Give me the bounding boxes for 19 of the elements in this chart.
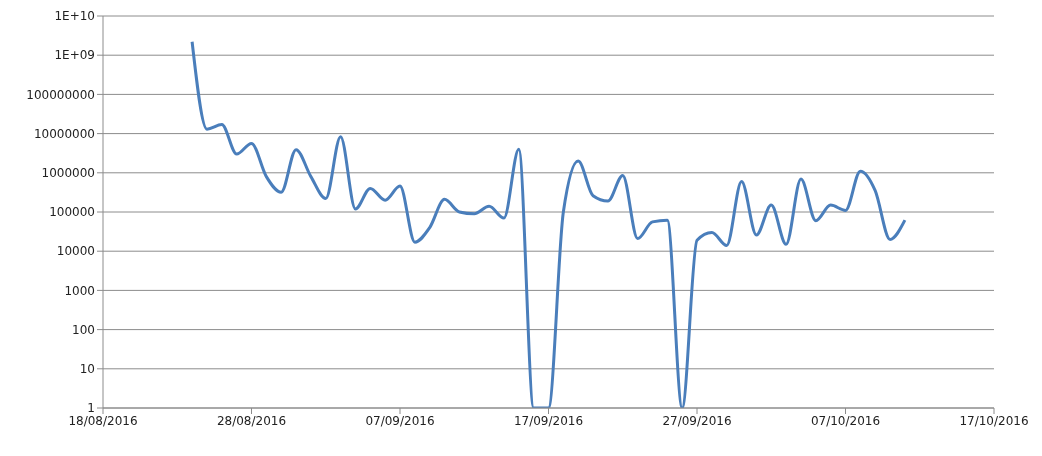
y-tick-label: 10000000 (33, 126, 95, 141)
y-tick-label: 1E+10 (54, 9, 95, 24)
x-tick-label: 17/10/2016 (959, 413, 1029, 428)
x-tick-label: 28/08/2016 (216, 413, 287, 428)
x-tick-label: 18/08/2016 (68, 413, 138, 428)
y-tick-label: 1 (87, 401, 95, 416)
y-tick-label: 1000000 (41, 166, 95, 181)
y-tick-label: 10000 (56, 244, 95, 259)
y-tick-label: 1000 (64, 283, 95, 298)
y-tick-label: 1E+09 (54, 48, 95, 63)
x-tick-label: 27/09/2016 (662, 413, 732, 428)
y-tick-label: 100000000 (26, 87, 95, 102)
y-tick-label: 100000 (49, 205, 95, 220)
y-tick-label: 10 (79, 362, 95, 377)
x-tick-label: 07/09/2016 (365, 413, 435, 428)
x-tick-label: 07/10/2016 (810, 413, 881, 428)
x-tick-label: 17/09/2016 (513, 413, 584, 428)
line-series (190, 40, 907, 408)
y-tick-label: 100 (72, 322, 95, 337)
